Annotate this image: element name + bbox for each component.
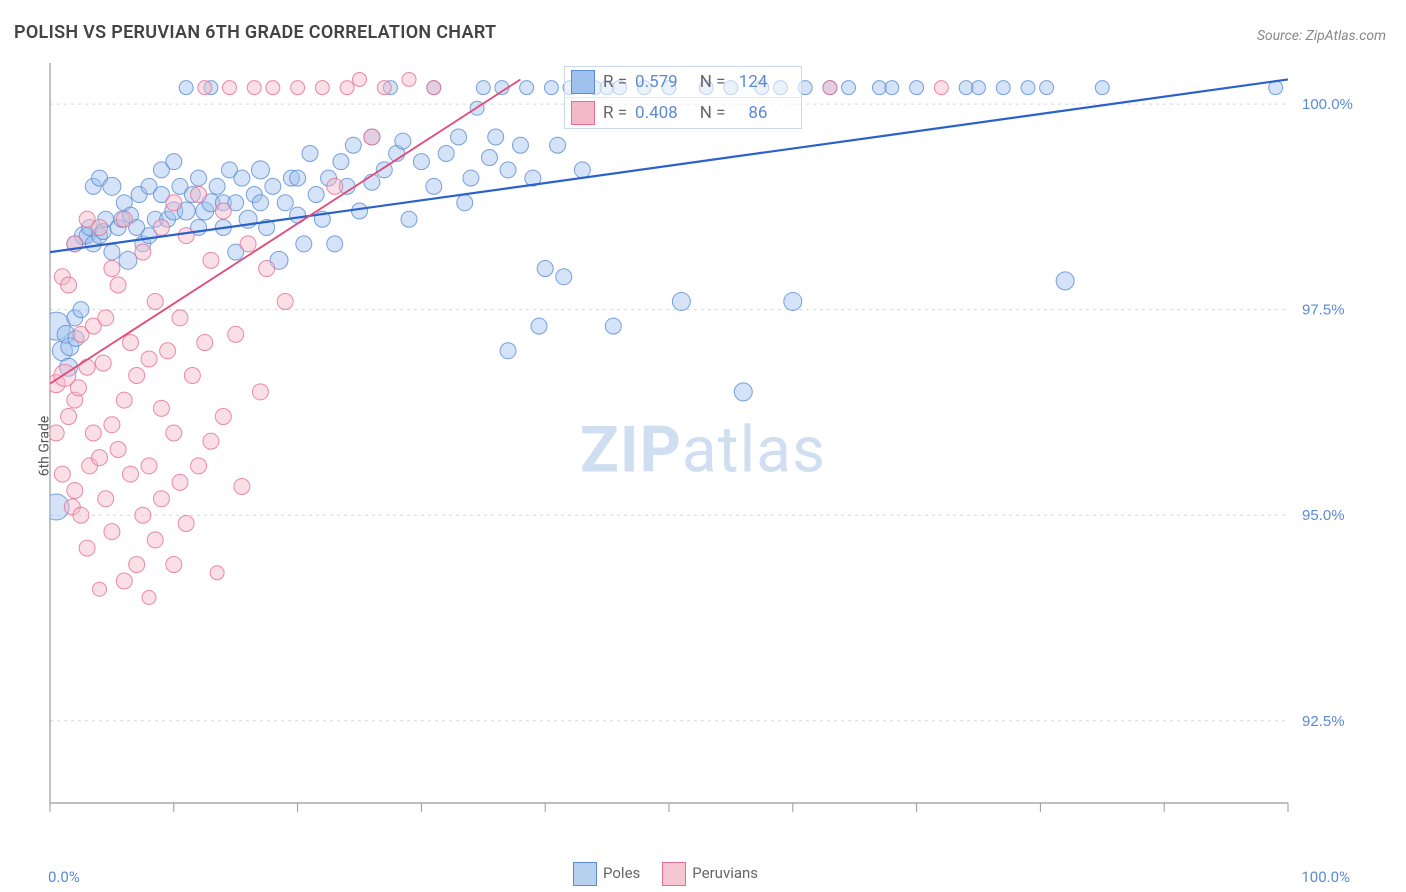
legend-n-label: N = xyxy=(700,72,726,92)
legend-n-value: 124 xyxy=(733,72,767,92)
legend-r-label: R = xyxy=(603,103,627,123)
legend-row: R = 0.408 N = 86 xyxy=(565,98,801,128)
legend-swatch xyxy=(573,862,597,886)
legend-r-value: 0.579 xyxy=(635,72,678,92)
chart-area: 92.5% 95.0% 97.5% 100.0% xyxy=(48,58,1388,838)
legend-label: Poles xyxy=(603,864,640,882)
series-legend: Poles Peruvians xyxy=(573,862,758,886)
legend-n-value: 86 xyxy=(733,103,767,123)
source-attribution: Source: ZipAtlas.com xyxy=(1257,28,1386,44)
legend-swatch xyxy=(571,70,595,94)
chart-svg: 92.5% 95.0% 97.5% 100.0% xyxy=(48,58,1388,838)
legend-swatch xyxy=(662,862,686,886)
legend-r-label: R = xyxy=(603,72,627,92)
correlation-legend: R = 0.579 N = 124 R = 0.408 N = 86 xyxy=(564,66,802,129)
legend-swatch xyxy=(571,101,595,125)
x-axis-min-label: 0.0% xyxy=(48,868,80,886)
svg-text:92.5%: 92.5% xyxy=(1302,713,1345,730)
legend-item: Peruvians xyxy=(662,862,758,886)
svg-text:100.0%: 100.0% xyxy=(1302,96,1353,113)
svg-text:97.5%: 97.5% xyxy=(1302,302,1345,319)
legend-label: Peruvians xyxy=(692,864,758,882)
legend-r-value: 0.408 xyxy=(635,103,678,123)
svg-text:95.0%: 95.0% xyxy=(1302,507,1345,524)
legend-n-label: N = xyxy=(700,103,726,123)
chart-title: POLISH VS PERUVIAN 6TH GRADE CORRELATION… xyxy=(14,22,496,43)
x-axis-max-label: 100.0% xyxy=(1301,868,1350,886)
legend-item: Poles xyxy=(573,862,640,886)
legend-row: R = 0.579 N = 124 xyxy=(565,67,801,98)
